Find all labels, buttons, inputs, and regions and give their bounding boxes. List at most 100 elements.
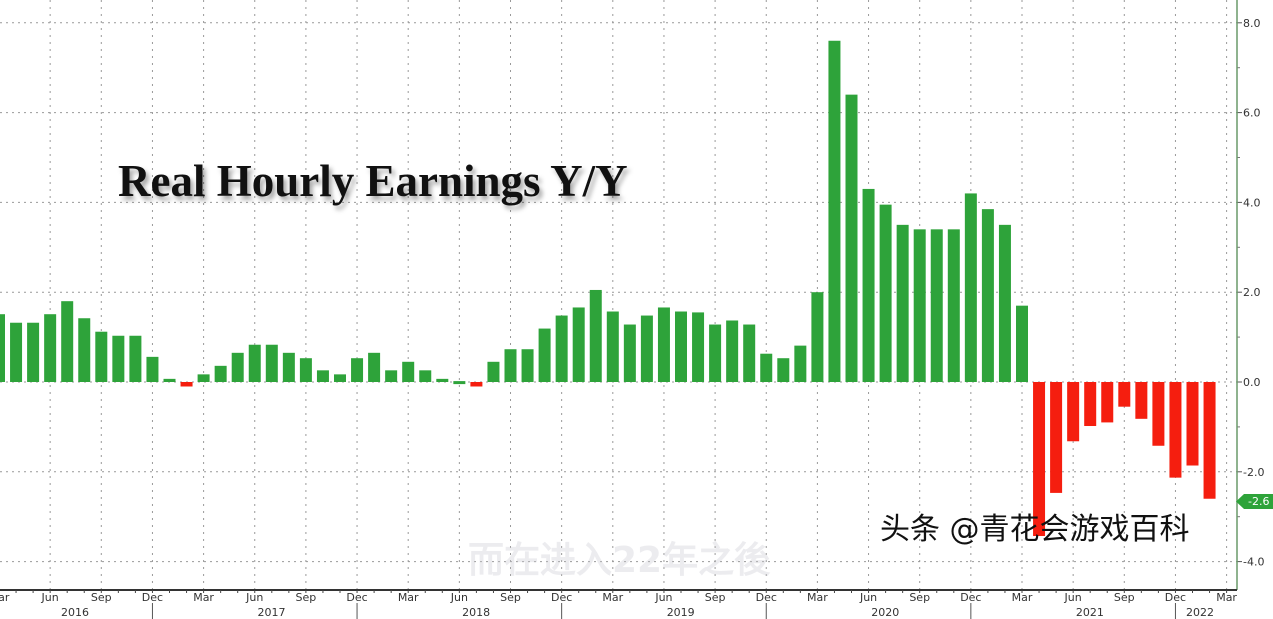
bar [828, 40, 841, 382]
bar [862, 188, 875, 382]
bar [316, 370, 329, 382]
bar [726, 320, 739, 382]
bar [368, 352, 381, 382]
bar [231, 352, 244, 382]
x-month-label: Jun [245, 591, 263, 604]
bar [419, 370, 432, 382]
bar [913, 229, 926, 382]
bar [1016, 305, 1028, 382]
y-tick-label: 0.0 [1243, 376, 1261, 389]
x-year-label: 2018 [462, 606, 490, 619]
bar [709, 324, 722, 382]
x-month-label: Dec [756, 591, 777, 604]
bar [180, 382, 193, 387]
x-month-label: Jun [1064, 591, 1082, 604]
bar [385, 370, 398, 382]
bar [334, 374, 346, 382]
last-value-tag: -2.6 [1236, 494, 1273, 509]
bar [146, 356, 159, 382]
bar [1186, 382, 1199, 466]
x-month-label: Sep [1114, 591, 1135, 604]
x-year-label: 2021 [1076, 606, 1104, 619]
x-month-label: Mar [1012, 591, 1033, 604]
bar [964, 193, 977, 382]
y-tick-label: 6.0 [1243, 107, 1261, 120]
bar [675, 311, 687, 382]
x-month-label: Dec [551, 591, 572, 604]
bar [896, 224, 909, 382]
bar [589, 289, 602, 382]
bar [95, 331, 108, 382]
bar [27, 322, 40, 382]
bar [640, 315, 653, 382]
x-month-label: Mar [602, 591, 623, 604]
x-month-label: Sep [500, 591, 521, 604]
y-tick-label: 4.0 [1243, 196, 1261, 209]
bar [1084, 382, 1097, 427]
bar [214, 365, 227, 382]
bar [1135, 382, 1148, 419]
bar [504, 349, 517, 382]
bar [811, 292, 824, 382]
y-tick-label: -4.0 [1243, 556, 1264, 569]
x-month-label: Mar [0, 591, 10, 604]
bar [487, 361, 500, 382]
bar [538, 328, 551, 382]
bar [248, 344, 261, 382]
x-year-label: 2020 [871, 606, 899, 619]
bar [1203, 382, 1216, 499]
bar [282, 352, 295, 382]
bar [10, 322, 23, 382]
x-year-label: 2017 [258, 606, 286, 619]
bar [879, 204, 892, 382]
bar [1169, 382, 1182, 478]
bar [470, 382, 483, 387]
y-tick-label: 2.0 [1243, 286, 1261, 299]
x-month-label: Jun [859, 591, 877, 604]
bar [623, 324, 636, 382]
chart-title: Real Hourly Earnings Y/Y [118, 156, 628, 206]
bar [299, 358, 312, 382]
y-tick-label: -2.0 [1243, 466, 1264, 479]
x-month-label: Mar [1216, 591, 1237, 604]
bar [845, 94, 858, 382]
bar [78, 318, 91, 382]
y-tick-label: 8.0 [1243, 17, 1261, 30]
bar [1033, 382, 1046, 537]
bar [555, 315, 568, 382]
bar [61, 301, 74, 382]
bar [760, 353, 773, 382]
bar [402, 361, 415, 382]
bar [1101, 382, 1114, 423]
bar [1118, 382, 1131, 407]
bar [351, 358, 364, 382]
bar [606, 311, 619, 382]
x-month-label: Sep [91, 591, 112, 604]
bar [436, 378, 449, 382]
x-month-label: Sep [705, 591, 726, 604]
x-year-label: 2022 [1186, 606, 1214, 619]
bar [44, 314, 57, 382]
bar [572, 307, 585, 382]
credit-watermark: 头条 @青花会游戏百科 [880, 512, 1190, 547]
bar [453, 381, 466, 385]
bar [112, 335, 125, 382]
x-month-label: Jun [41, 591, 59, 604]
bar [1050, 382, 1063, 493]
bar [998, 224, 1011, 382]
x-month-label: Mar [193, 591, 214, 604]
x-month-label: Mar [398, 591, 419, 604]
bar [265, 344, 278, 382]
bar [163, 378, 176, 382]
x-month-label: Jun [654, 591, 672, 604]
x-month-label: Dec [346, 591, 367, 604]
bar [981, 209, 994, 382]
bar [777, 358, 790, 382]
x-year-label: 2019 [667, 606, 695, 619]
bar [794, 345, 807, 382]
x-month-label: Jun [450, 591, 468, 604]
bar [0, 314, 5, 382]
bar [129, 335, 142, 382]
x-month-label: Mar [807, 591, 828, 604]
